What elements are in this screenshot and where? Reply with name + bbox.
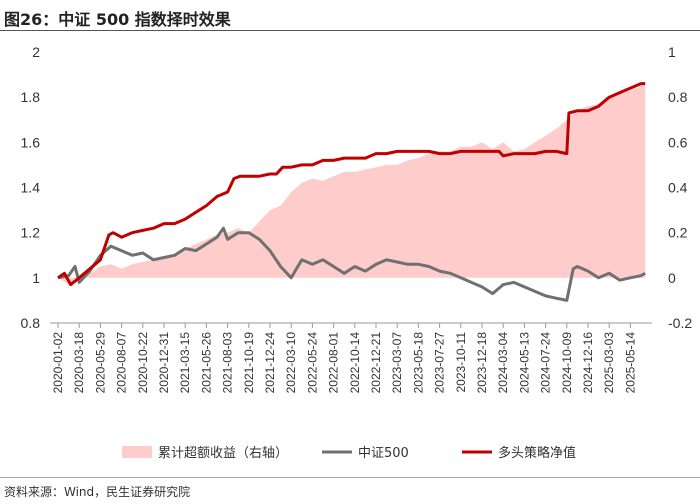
y-left-tick-label: 1.4 — [21, 180, 41, 196]
y-right-tick-label: 0.8 — [668, 89, 688, 105]
x-tick-label: 2020-10-22 — [136, 332, 150, 394]
y-left-tick-label: 1 — [32, 270, 40, 286]
x-tick-label: 2021-03-15 — [178, 332, 192, 394]
x-tick-label: 2023-05-18 — [411, 332, 425, 394]
x-tick-label: 2020-03-18 — [72, 332, 86, 394]
y-right-tick-label: 0.2 — [668, 225, 688, 241]
legend-strategy-nav-label: 多头策略净值 — [498, 445, 576, 461]
x-tick-label: 2024-12-16 — [581, 332, 595, 394]
y-left-tick-label: 1.8 — [21, 89, 41, 105]
x-tick-label: 2023-12-18 — [475, 332, 489, 394]
x-tick-label: 2023-07-27 — [433, 332, 447, 394]
x-tick-label: 2024-03-04 — [496, 332, 510, 394]
y-left-tick-label: 0.8 — [21, 315, 41, 331]
x-tick-label: 2023-10-11 — [454, 332, 468, 393]
x-tick-label: 2022-05-24 — [305, 332, 319, 394]
y-right-tick-label: 1 — [668, 44, 676, 60]
x-tick-label: 2020-05-29 — [93, 332, 107, 394]
x-tick-label: 2024-10-09 — [560, 332, 574, 394]
x-tick-label: 2020-12-31 — [157, 332, 171, 394]
x-tick-label: 2021-08-03 — [221, 332, 235, 394]
x-tick-label: 2024-07-24 — [539, 332, 553, 394]
source-note: 资料来源：Wind，民生证券研究院 — [4, 485, 191, 499]
bottom-rule — [0, 477, 700, 478]
legend-excess-return-label: 累计超额收益（右轴） — [158, 446, 288, 461]
x-tick-label: 2020-08-07 — [115, 332, 129, 394]
x-tick-label: 2025-03-03 — [602, 332, 616, 394]
x-tick-label: 2022-08-01 — [327, 332, 341, 394]
x-tick-label: 2021-12-24 — [263, 332, 277, 394]
y-left-tick-label: 2 — [32, 44, 40, 60]
title-bar: 图26：中证 500 指数择时效果 — [0, 0, 700, 31]
x-tick-label: 2022-03-10 — [284, 332, 298, 394]
legend-csi500-label: 中证500 — [358, 446, 409, 461]
x-tick-label: 2020-01-02 — [51, 332, 65, 394]
series-area-excess-return — [58, 83, 646, 285]
chart-title: 图26：中证 500 指数择时效果 — [4, 10, 231, 29]
y-right-tick-label: 0.6 — [668, 134, 688, 150]
y-right-tick-label: 0.4 — [668, 180, 688, 196]
y-right-tick-label: -0.2 — [668, 315, 692, 331]
x-tick-label: 2025-05-14 — [623, 332, 637, 394]
y-left-tick-label: 1.2 — [21, 225, 41, 241]
x-tick-label: 2023-03-07 — [390, 332, 404, 394]
x-tick-label: 2022-12-21 — [369, 332, 383, 394]
x-tick-label: 2021-05-26 — [199, 332, 213, 394]
legend-excess-return-swatch — [122, 446, 152, 458]
series-line-strategy-nav — [57, 82, 646, 287]
series-line-csi500 — [57, 226, 646, 302]
y-left-tick-label: 1.6 — [21, 134, 41, 150]
y-right-tick-label: 0 — [668, 270, 676, 286]
x-tick-label: 2021-10-19 — [242, 332, 256, 394]
x-tick-label: 2022-10-14 — [348, 332, 362, 394]
x-tick-label: 2024-05-13 — [517, 332, 531, 394]
